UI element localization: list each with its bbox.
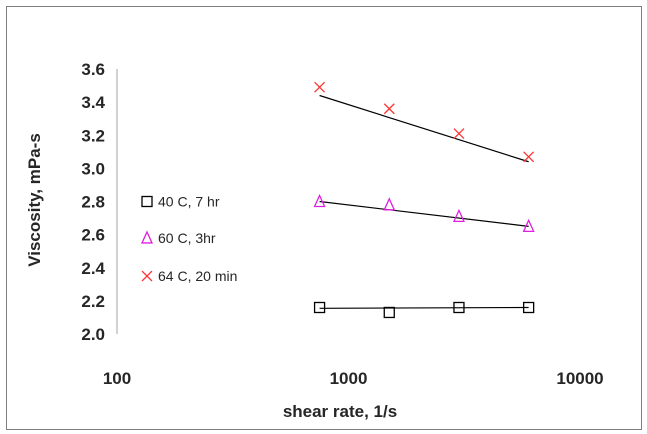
- legend-marker-triangle: [140, 230, 154, 244]
- trendline-square: [319, 306, 529, 309]
- legend-label: 64 C, 20 min: [158, 268, 237, 284]
- chart-frame: [6, 6, 642, 430]
- trendline-triangle: [319, 200, 529, 227]
- y-tick-label: 3.2: [81, 126, 105, 145]
- data-point-triangle: [383, 197, 396, 211]
- y-tick-label: 2.8: [81, 193, 105, 212]
- data-markers: [313, 81, 535, 319]
- y-tick-labels: 2.0 2.2 2.4 2.6 2.8 3.0 3.2 3.4 3.6: [81, 60, 105, 344]
- x-tick-labels: 100 1000 10000: [103, 369, 604, 388]
- data-point-square: [522, 301, 535, 314]
- data-point-square: [383, 306, 395, 319]
- legend-marker-square: [141, 195, 153, 208]
- data-point-x: [314, 81, 326, 93]
- data-point-x: [523, 151, 535, 163]
- trendlines: [319, 94, 529, 309]
- data-point-square: [453, 301, 465, 314]
- y-axis-label: Viscosity, mPa-s: [25, 133, 44, 267]
- data-point-x: [383, 103, 395, 115]
- data-point-x: [453, 128, 465, 140]
- legend-label: 40 C, 7 hr: [158, 194, 220, 210]
- data-point-triangle: [452, 208, 465, 223]
- y-tick-label: 2.2: [81, 292, 105, 311]
- y-tick-label: 3.0: [81, 159, 105, 178]
- x-tick-label: 100: [103, 369, 131, 388]
- y-tick-label: 2.6: [81, 226, 105, 245]
- data-point-square: [313, 301, 326, 314]
- x-tick-label: 1000: [330, 369, 368, 388]
- legend-marker-x: [141, 270, 153, 282]
- legend-label: 60 C, 3hr: [158, 230, 216, 246]
- data-point-triangle: [313, 193, 326, 208]
- x-tick-label: 10000: [556, 369, 603, 388]
- y-tick-label: 3.4: [81, 93, 105, 112]
- y-tick-label: 2.4: [81, 259, 105, 278]
- legend: 40 C, 7 hr 60 C, 3hr 64 C, 20 min: [140, 194, 237, 284]
- y-tick-label: 3.6: [81, 60, 105, 79]
- data-point-triangle: [522, 218, 535, 232]
- trendline-x: [319, 94, 529, 163]
- y-tick-label: 2.0: [81, 325, 105, 344]
- x-axis-label: shear rate, 1/s: [283, 402, 397, 421]
